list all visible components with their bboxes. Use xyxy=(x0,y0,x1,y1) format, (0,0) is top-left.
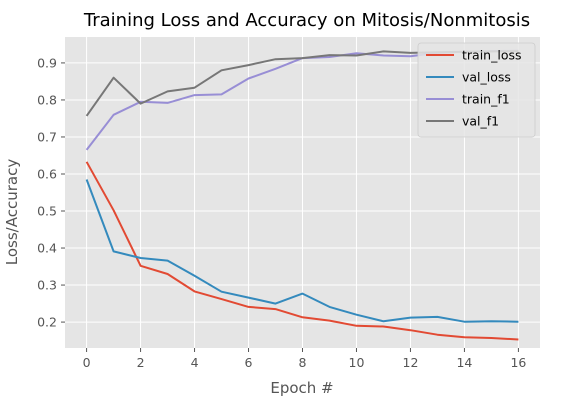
x-tick-label: 10 xyxy=(349,355,365,370)
x-tick-label: 6 xyxy=(245,355,253,370)
series-line-val-loss xyxy=(85,179,519,323)
y-tick-label: 0.9 xyxy=(37,55,57,70)
y-tick-label: 0.8 xyxy=(37,92,57,107)
x-tick-label: 16 xyxy=(510,355,526,370)
x-axis-label: Epoch # xyxy=(270,379,333,397)
y-tick-label: 0.4 xyxy=(37,241,57,256)
y-axis-label: Loss/Accuracy xyxy=(3,159,21,266)
y-tick-label: 0.2 xyxy=(37,315,57,330)
x-tick-label: 8 xyxy=(299,355,307,370)
legend-label: val_f1 xyxy=(462,114,499,129)
x-tick-label: 4 xyxy=(191,355,199,370)
chart-title: Training Loss and Accuracy on Mitosis/No… xyxy=(83,10,530,31)
legend-label: train_f1 xyxy=(462,92,510,107)
y-tick-label: 0.3 xyxy=(37,278,57,293)
x-tick-label: 2 xyxy=(137,355,145,370)
x-tick-label: 0 xyxy=(83,355,91,370)
series-line-train-loss xyxy=(85,161,519,341)
y-tick-label: 0.6 xyxy=(37,166,57,181)
x-axis-ticks: 0 2 4 6 8 10 12 14 16 xyxy=(83,348,526,370)
y-tick-label: 0.5 xyxy=(37,204,57,219)
y-axis-ticks: 0.2 0.3 0.4 0.5 0.6 0.7 0.8 0.9 xyxy=(37,55,65,330)
y-tick-label: 0.7 xyxy=(37,129,57,144)
x-tick-label: 12 xyxy=(403,355,419,370)
legend-label: train_loss xyxy=(462,48,522,63)
legend-box xyxy=(417,42,536,138)
x-tick-label: 14 xyxy=(456,355,472,370)
legend-label: val_loss xyxy=(462,70,511,85)
legend: train_loss val_loss train_f1 val_f1 xyxy=(417,42,536,138)
